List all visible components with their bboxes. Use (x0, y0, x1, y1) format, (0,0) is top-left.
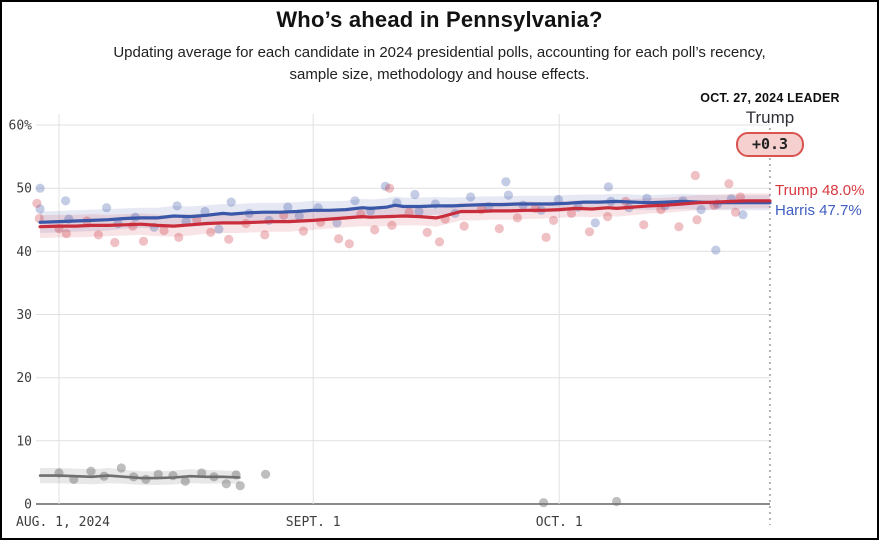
other-poll-dot (612, 496, 622, 507)
harris-poll-dot (35, 183, 45, 193)
harris-poll-dot (283, 202, 293, 212)
y-axis-tick-label: 50 (16, 182, 32, 197)
harris-poll-dot (35, 204, 45, 214)
harris-poll-dot (466, 192, 476, 202)
trump-poll-dot (93, 230, 103, 240)
harris-poll-dot (172, 201, 182, 211)
harris-poll-dot (590, 218, 600, 228)
subtitle-line-2: sample size, methodology and house effec… (289, 66, 590, 83)
other-poll-dot (116, 463, 126, 473)
trump-poll-dot (494, 224, 504, 234)
subtitle-line-1: Updating average for each candidate in 2… (113, 44, 766, 61)
harris-poll-dot (294, 211, 304, 221)
harris-poll-dot (711, 245, 721, 255)
y-axis-tick-label: 40 (16, 245, 32, 260)
trump-poll-dot (384, 183, 395, 193)
other-poll-dot (539, 498, 549, 508)
harris-poll-dot (61, 196, 71, 206)
trump-poll-dot (344, 239, 354, 249)
y-axis-tick-label: 20 (16, 371, 32, 386)
trump-poll-dot (639, 220, 649, 230)
trump-poll-dot (334, 234, 344, 244)
other-poll-dot (235, 481, 245, 491)
trump-poll-dot (692, 215, 702, 225)
other-poll-dot (221, 479, 231, 489)
trump-poll-dot (206, 227, 216, 237)
harris-series-label: Harris 47.7% (775, 202, 862, 219)
trump-poll-dot (387, 220, 397, 230)
harris-poll-dot (350, 196, 360, 206)
harris-poll-dot (503, 190, 513, 200)
trump-poll-dot (566, 208, 577, 218)
harris-poll-dot (642, 193, 652, 203)
leader-name: Trump (745, 108, 795, 127)
harris-poll-dot (226, 197, 236, 207)
trump-poll-dot (61, 229, 71, 239)
harris-poll-dot (738, 210, 748, 220)
other-poll-dot (86, 466, 96, 476)
trump-poll-dot (174, 232, 184, 242)
harris-poll-dot (410, 189, 420, 200)
harris-poll-dot (553, 194, 564, 205)
trump-poll-dot (674, 222, 684, 232)
trump-poll-dot (548, 215, 559, 225)
harris-poll-dot (501, 177, 511, 187)
other-poll-dot (261, 469, 271, 479)
trump-poll-dot (724, 179, 734, 189)
other-poll-dot (153, 469, 163, 479)
chart-subtitle: Updating average for each candidate in 2… (2, 42, 877, 86)
harris-poll-dot (332, 218, 342, 228)
trump-poll-dot (260, 230, 270, 240)
other-uncertainty-band (40, 468, 240, 485)
trump-poll-dot (735, 192, 746, 202)
trump-average-line (38, 199, 772, 229)
y-axis-tick-label: 60% (9, 119, 33, 134)
leader-date-label: OCT. 27, 2024 LEADER (700, 91, 840, 105)
trump-poll-dot (603, 212, 613, 222)
trump-poll-dot (512, 213, 522, 223)
harris-poll-dot (414, 206, 424, 217)
x-axis-tick-label: AUG. 1, 2024 (16, 515, 110, 530)
trump-poll-dot (541, 232, 551, 242)
y-axis-tick-label: 10 (16, 434, 32, 449)
header: Who’s ahead in Pennsylvania? Updating av… (2, 7, 877, 86)
trump-poll-dot (138, 236, 149, 246)
other-poll-dot (180, 476, 190, 486)
trump-poll-dot (584, 227, 595, 237)
harris-poll-dot (603, 182, 614, 192)
x-axis-tick-label: OCT. 1 (536, 515, 583, 530)
trump-poll-dot (459, 221, 469, 231)
leader-margin-badge: +0.3 (735, 132, 805, 157)
trump-poll-dot (656, 205, 666, 215)
harris-poll-dot (214, 224, 224, 234)
harris-poll-dot (380, 181, 390, 191)
harris-average-line (38, 199, 772, 224)
trump-poll-dot (159, 225, 169, 236)
trump-poll-dot (370, 225, 380, 235)
trump-poll-dot (422, 227, 432, 237)
x-axis-tick-label: SEPT. 1 (286, 515, 341, 530)
y-axis-tick-label: 30 (16, 308, 32, 323)
trump-poll-dot (690, 170, 700, 181)
leader-callout: OCT. 27, 2024 LEADER Trump +0.3 (664, 91, 876, 157)
trump-series-label: Trump 48.0% (775, 182, 865, 199)
trump-poll-dot (224, 234, 234, 244)
page-title: Who’s ahead in Pennsylvania? (276, 7, 603, 32)
harris-poll-dot (102, 203, 112, 213)
trump-poll-dot (404, 207, 414, 217)
trump-poll-dot (110, 237, 120, 248)
trump-poll-dot (32, 198, 42, 208)
trump-poll-dot (298, 226, 308, 236)
trump-poll-dot (434, 237, 445, 247)
harris-poll-dot (696, 205, 706, 215)
y-axis-tick-label: 0 (24, 498, 32, 513)
trump-poll-dot (730, 207, 741, 217)
other-average-line (38, 474, 241, 480)
